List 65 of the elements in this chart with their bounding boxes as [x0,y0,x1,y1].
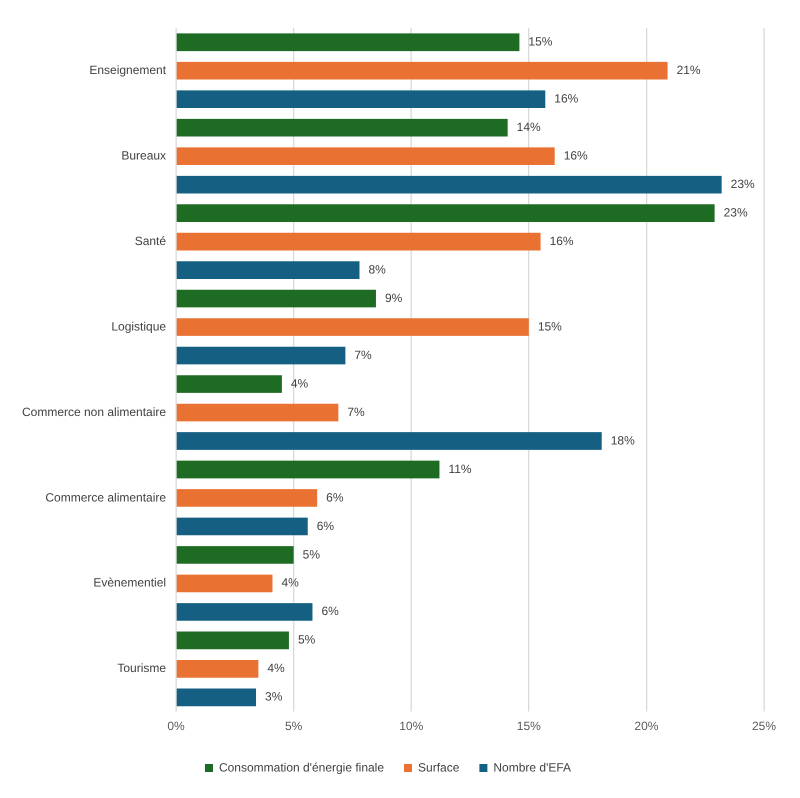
bar [176,90,546,108]
x-tick-label: 5% [284,719,303,734]
data-label: 4% [290,376,309,390]
data-label: 4% [267,661,286,676]
data-label: 5% [298,632,316,647]
y-tick-label: Logistique [111,319,166,334]
bar [176,118,508,137]
legend-label: Consommation d'énergie finale [218,760,384,774]
bar [176,33,520,52]
data-label: 11% [448,462,472,476]
x-tick-label: 25% [752,719,776,734]
bar [176,404,338,422]
y-tick-label: Commerce alimentaire [45,490,166,504]
data-label: 6% [321,604,340,618]
bar [176,688,256,706]
y-tick-label: Bureaux [121,148,166,162]
data-label: 7% [347,404,366,419]
bar [176,518,308,536]
y-tick-label: Commerce non alimentaire [22,404,166,419]
data-label: 4% [281,576,300,590]
data-label: 15% [528,34,553,49]
bar [176,460,440,478]
data-label: 23% [724,205,748,220]
data-label: 6% [326,490,344,504]
data-label: 6% [316,518,334,533]
bar [176,346,346,364]
x-tick-label: 0% [167,719,186,734]
data-label: 15% [538,319,562,334]
bar [176,204,715,222]
data-label: 23% [730,176,756,191]
bar [176,489,318,507]
bar [176,290,376,308]
x-tick-label: 15% [516,719,542,734]
data-label: 5% [302,547,320,562]
bar [176,432,602,450]
y-tick-label: Santé [134,234,166,248]
x-tick-label: 10% [399,719,424,734]
bar [176,375,282,393]
data-label: 16% [550,234,574,248]
data-label: 18% [610,433,636,448]
data-label: 16% [564,148,588,162]
bar [176,176,722,194]
y-tick-label: Enseignement [89,63,167,78]
bar [176,232,541,250]
bar [176,62,668,80]
data-label: 7% [354,348,372,362]
bar [176,574,272,592]
x-tick-label: 20% [634,719,659,734]
y-tick-label: Tourisme [117,661,166,676]
bar [176,261,360,279]
legend-label: Nombre d'EFA [493,760,572,774]
bar [176,147,555,166]
bar [176,603,312,621]
legend-label: Surface [418,760,460,774]
bar [176,660,258,678]
bar [176,632,289,650]
data-label: 16% [554,92,579,106]
bar [176,318,529,336]
data-label: 14% [516,120,542,134]
data-label: 21% [676,63,701,78]
y-tick-label: Evènementiel [93,576,166,590]
bar [176,546,294,564]
data-label: 3% [265,690,283,704]
data-label: 8% [368,262,386,276]
data-label: 9% [384,290,403,305]
